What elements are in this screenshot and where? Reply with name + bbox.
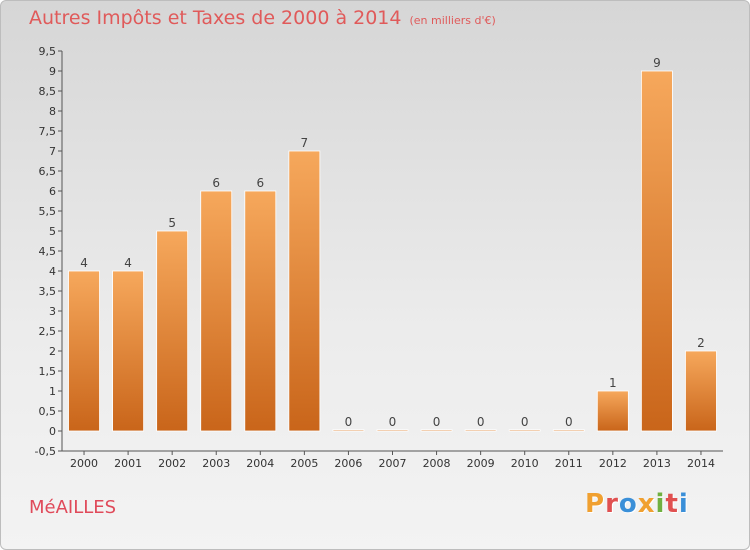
bar: [200, 190, 233, 432]
y-tick-label: 1,5: [39, 365, 57, 378]
data-label: 0: [389, 415, 397, 429]
y-tick-label: 0: [49, 425, 56, 438]
x-tick-label: 2001: [114, 457, 142, 470]
data-label: 0: [433, 415, 441, 429]
x-tick-label: 2013: [643, 457, 671, 470]
logo-letter: t: [665, 489, 679, 519]
bar: [641, 70, 673, 432]
logo-letter: r: [605, 489, 619, 519]
x-tick-label: 2009: [467, 457, 495, 470]
bar: [596, 390, 629, 432]
y-tick-label: 9: [49, 65, 56, 78]
data-label: 6: [212, 176, 220, 190]
bar: [112, 270, 144, 432]
y-tick-label: -0,5: [35, 445, 56, 458]
bar: [376, 429, 409, 432]
chart-header: Autres Impôts et Taxes de 2000 à 2014 (en…: [29, 7, 496, 29]
x-tick-label: 2004: [246, 457, 274, 470]
y-tick-label: 9,5: [39, 45, 57, 58]
chart-unit: (en milliers d'€): [409, 14, 496, 27]
x-tick-label: 2005: [290, 457, 318, 470]
x-tick-label: 2008: [423, 457, 451, 470]
bar: [420, 429, 453, 432]
data-label: 7: [301, 136, 309, 150]
data-label: 4: [124, 256, 132, 270]
data-label: 0: [477, 415, 485, 429]
y-tick-label: 2,5: [39, 325, 57, 338]
proxiti-logo[interactable]: Proxiti: [585, 489, 689, 519]
y-tick-label: 6,5: [39, 165, 57, 178]
x-tick-label: 2002: [158, 457, 186, 470]
bar: [288, 150, 321, 432]
x-tick-label: 2014: [687, 457, 715, 470]
data-label: 6: [256, 176, 264, 190]
logo-letter: o: [618, 489, 638, 519]
bar: [244, 190, 277, 432]
y-tick-label: 7: [49, 145, 56, 158]
x-tick-label: 2010: [511, 457, 539, 470]
bar: [464, 429, 497, 432]
bar: [156, 230, 189, 432]
y-tick-label: 5,5: [39, 205, 57, 218]
data-label: 0: [345, 415, 353, 429]
y-tick-label: 1: [49, 385, 56, 398]
y-tick-label: 3,5: [39, 285, 57, 298]
data-label: 9: [653, 56, 661, 70]
logo-letter: x: [637, 489, 656, 519]
commune-name: MéAILLES: [29, 497, 117, 518]
x-tick-label: 2006: [334, 457, 362, 470]
bar: [685, 350, 717, 432]
data-label: 1: [609, 376, 617, 390]
y-tick-label: 2: [49, 345, 56, 358]
y-tick-label: 3: [49, 305, 56, 318]
y-tick-label: 8: [49, 105, 56, 118]
bar: [68, 270, 100, 432]
logo-letter: i: [655, 489, 666, 519]
y-tick-label: 0,5: [39, 405, 57, 418]
x-tick-label: 2011: [555, 457, 583, 470]
x-tick-label: 2007: [379, 457, 407, 470]
y-tick-label: 6: [49, 185, 56, 198]
y-tick-label: 5: [49, 225, 56, 238]
bar: [508, 429, 541, 432]
data-label: 5: [168, 216, 176, 230]
bar: [332, 429, 365, 432]
data-label: 0: [565, 415, 573, 429]
x-tick-label: 2012: [599, 457, 627, 470]
data-label: 2: [697, 336, 705, 350]
chart-title: Autres Impôts et Taxes de 2000 à 2014: [29, 7, 402, 29]
bar: [552, 429, 585, 432]
logo-letter: i: [678, 489, 689, 519]
data-label: 0: [521, 415, 529, 429]
y-tick-label: 7,5: [39, 125, 57, 138]
y-tick-label: 8,5: [39, 85, 57, 98]
data-label: 4: [80, 256, 88, 270]
logo-letter: P: [585, 489, 606, 519]
x-tick-label: 2003: [202, 457, 230, 470]
y-tick-label: 4,5: [39, 245, 57, 258]
x-tick-label: 2000: [70, 457, 98, 470]
y-tick-label: 4: [49, 265, 56, 278]
